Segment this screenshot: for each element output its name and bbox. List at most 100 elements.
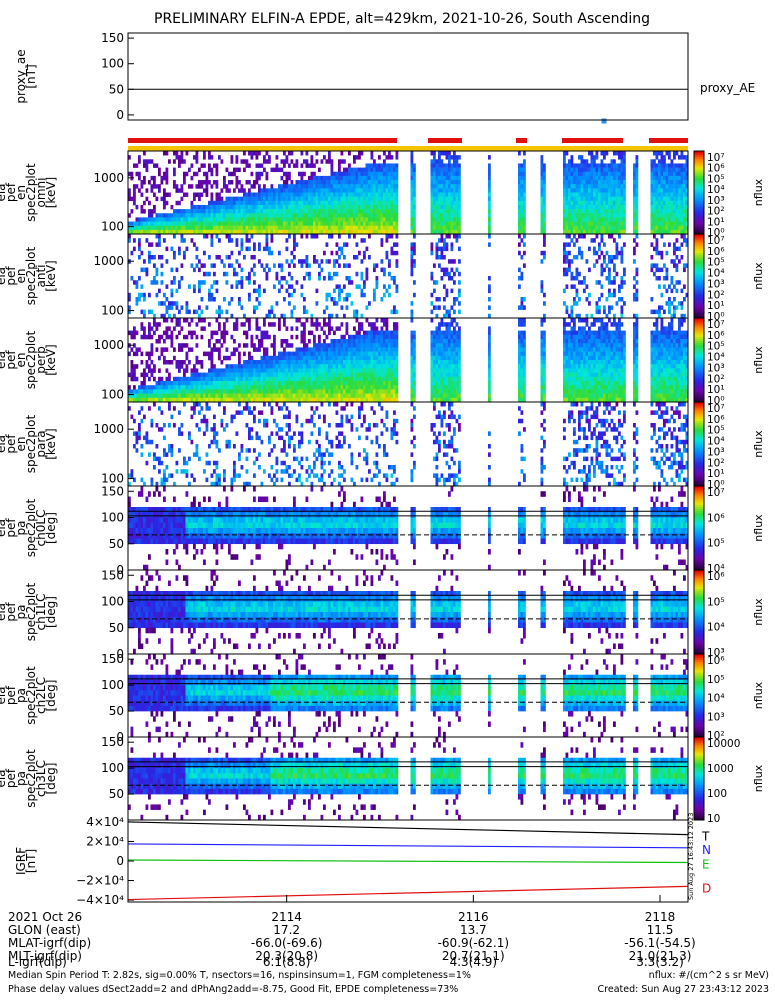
heatmap-cell: [608, 234, 611, 239]
heatmap-cell: [373, 159, 376, 164]
heatmap-cell: [310, 192, 314, 197]
heatmap-cell: [253, 364, 256, 369]
heatmap-cell: [350, 397, 354, 403]
heatmap-cell: [585, 159, 589, 164]
heatmap-cell: [270, 364, 274, 369]
heatmap-cell: [238, 355, 241, 361]
colorbar-swatch: [694, 259, 704, 262]
heatmap-cell: [613, 217, 616, 222]
heatmap-cell: [458, 246, 461, 252]
heatmap-cell: [210, 376, 214, 382]
heatmap-cell: [328, 151, 331, 156]
heatmap-cell: [140, 397, 144, 403]
heatmap-cell: [440, 229, 444, 235]
heatmap-cell: [313, 213, 316, 218]
heatmap-cell: [288, 192, 291, 197]
heatmap-cell: [675, 151, 679, 156]
heatmap-cell: [318, 271, 321, 277]
heatmap-cell: [280, 267, 284, 273]
heatmap-cell: [198, 280, 201, 285]
heatmap-cell: [658, 192, 661, 197]
heatmap-cell: [328, 381, 331, 386]
heatmap-cell: [228, 213, 231, 218]
heatmap-cell: [175, 305, 179, 310]
heatmap-cell: [240, 393, 244, 399]
heatmap-cell: [613, 292, 616, 298]
heatmap-cell: [185, 343, 189, 348]
heatmap-cell: [663, 229, 666, 235]
heatmap-cell: [445, 267, 449, 273]
heatmap-cell: [430, 242, 434, 247]
heatmap-cell: [543, 242, 546, 247]
heatmap-cell: [310, 385, 314, 390]
heatmap-cell: [138, 385, 141, 390]
heatmap-cell: [430, 188, 434, 193]
heatmap-cell: [135, 330, 139, 336]
heatmap-cell: [353, 188, 356, 193]
heatmap-cell: [348, 292, 351, 298]
heatmap-cell: [683, 284, 686, 289]
heatmap-cells: [128, 234, 689, 319]
heatmap-cells: [128, 318, 689, 403]
heatmap-cell: [453, 171, 456, 177]
heatmap-cell: [273, 192, 276, 197]
heatmap-cell: [660, 151, 664, 156]
heatmap-cell: [213, 389, 216, 394]
heatmap-cell: [255, 385, 259, 390]
heatmap-cell: [363, 175, 366, 181]
heatmap-cell: [235, 389, 239, 394]
heatmap-cell: [355, 255, 359, 260]
heatmap-cell: [245, 238, 249, 243]
heatmap-cell: [265, 175, 269, 181]
heatmap-cell: [160, 255, 164, 260]
heatmap-cell: [318, 364, 321, 369]
heatmap-cell: [295, 213, 299, 218]
heatmap-cell: [568, 229, 571, 235]
heatmap-cell: [238, 368, 241, 373]
heatmap-cell: [195, 372, 199, 378]
heatmap-cell: [268, 192, 271, 197]
heatmap-cell: [338, 184, 341, 189]
heatmap-cell: [328, 276, 331, 281]
heatmap-cell: [570, 313, 574, 319]
heatmap-cell: [340, 381, 344, 386]
heatmap-cell: [300, 263, 304, 268]
heatmap-cell: [298, 188, 301, 193]
heatmap-cell: [350, 334, 354, 340]
heatmap-cell: [618, 225, 621, 231]
heatmap-cell: [585, 221, 589, 226]
heatmap-cell: [310, 188, 314, 193]
heatmap-cell: [303, 276, 306, 281]
heatmap-cell: [348, 276, 351, 281]
heatmap-cell: [380, 184, 384, 189]
heatmap-cell: [665, 229, 669, 235]
heatmap-cell: [438, 204, 441, 210]
heatmap-cell: [448, 167, 451, 173]
heatmap-cell: [263, 246, 266, 252]
heatmap-cell: [360, 200, 364, 206]
y-tick-label: 1000: [93, 254, 124, 268]
heatmap-cell: [293, 381, 296, 386]
heatmap-cell: [258, 339, 261, 344]
heatmap-cell: [265, 225, 269, 231]
heatmap-cell: [280, 217, 284, 222]
heatmap-cell: [310, 364, 314, 369]
heatmap-cell: [180, 276, 184, 281]
heatmap-cell: [368, 204, 371, 210]
heatmap-cell: [218, 196, 221, 202]
heatmap-cell: [348, 209, 351, 214]
heatmap-cell: [190, 238, 194, 243]
heatmap-cell: [343, 184, 346, 189]
heatmap-cell: [365, 221, 369, 226]
heatmap-cell: [613, 171, 616, 177]
heatmap-cell: [353, 167, 356, 173]
heatmap-cell: [675, 229, 679, 235]
heatmap-cell: [215, 318, 219, 323]
heatmap-cell: [268, 360, 271, 365]
heatmap-cell: [383, 225, 386, 231]
heatmap-cell: [433, 188, 436, 193]
heatmap-cell: [158, 167, 161, 173]
heatmap-cell: [283, 171, 286, 177]
heatmap-cell: [250, 234, 254, 239]
heatmap-cell: [155, 347, 159, 352]
